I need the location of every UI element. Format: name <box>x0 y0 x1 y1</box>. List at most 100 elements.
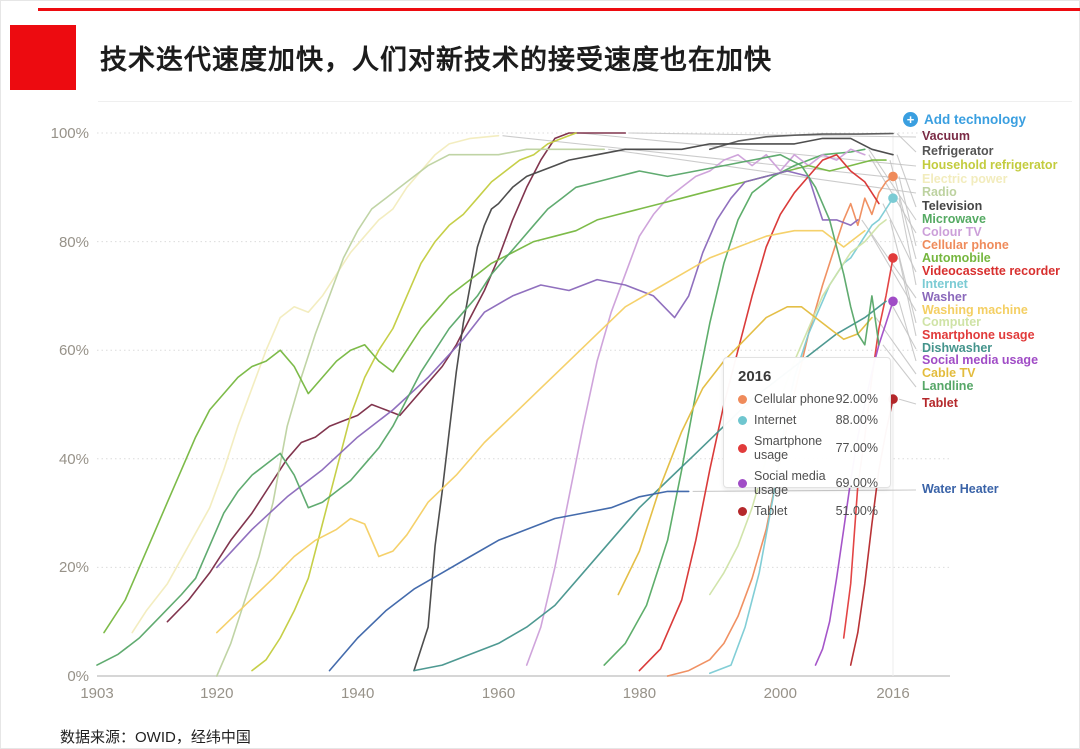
tooltip-year: 2016 <box>738 368 772 385</box>
series-household-refrigerator[interactable] <box>251 132 577 672</box>
end-dot-internet[interactable] <box>888 193 898 203</box>
legend-item-social-media-usage[interactable]: Social media usage <box>922 353 1039 367</box>
series-computer[interactable] <box>708 219 887 596</box>
legend-item-microwave[interactable]: Microwave <box>922 212 986 226</box>
tooltip-row-cellular-phone: Cellular phone 92.00% <box>738 392 878 406</box>
series-internet[interactable] <box>708 197 894 675</box>
tooltip-label: Social media usage <box>754 469 826 497</box>
series-water-heater[interactable] <box>328 490 690 672</box>
x-tick-1903: 1903 <box>80 685 114 702</box>
legend-item-computer[interactable]: Computer <box>922 315 982 329</box>
series-washing-machine[interactable] <box>216 229 866 634</box>
series-vacuum[interactable] <box>166 132 627 623</box>
x-tick-1920: 1920 <box>200 685 234 702</box>
tooltip-label: Cellular phone <box>754 392 835 406</box>
tooltip-dot-cellular-phone <box>738 394 747 404</box>
tooltip-row-smartphone-usage: Smartphone usage 77.00% <box>738 434 878 462</box>
legend-item-vacuum[interactable]: Vacuum <box>922 129 970 143</box>
series-landline[interactable] <box>96 153 880 666</box>
legend-item-electric-power[interactable]: Electric power <box>922 172 1008 186</box>
legend-item-household-refrigerator[interactable]: Household refrigerator <box>922 158 1058 172</box>
series-automobile[interactable] <box>103 159 887 634</box>
x-tick-2016: 2016 <box>876 685 910 702</box>
legend-item-tablet[interactable]: Tablet <box>922 396 958 410</box>
legend-item-washing-machine[interactable]: Washing machine <box>922 303 1028 317</box>
x-tick-2000: 2000 <box>763 685 797 702</box>
series-refrigerator[interactable] <box>708 132 894 151</box>
legend-item-automobile[interactable]: Automobile <box>922 251 991 265</box>
plus-circle-icon: + <box>903 112 918 127</box>
tooltip-dot-tablet <box>738 506 747 516</box>
leader-refrigerator <box>896 133 917 153</box>
legend-item-water-heater[interactable]: Water Heater <box>922 482 999 496</box>
tooltip-row-internet: Internet 88.00% <box>738 413 878 427</box>
leader-videocassette-recorder <box>882 203 917 273</box>
tooltip-dot-internet <box>738 415 747 425</box>
tooltip-label: Smartphone usage <box>754 434 823 462</box>
tooltip-row-tablet: Tablet 51.00% <box>738 504 878 518</box>
x-tick-1940: 1940 <box>340 685 375 702</box>
x-tick-1980: 1980 <box>622 685 657 702</box>
add-technology-button[interactable]: + Add technology <box>903 112 1026 127</box>
legend-item-cable-tv[interactable]: Cable TV <box>922 366 976 380</box>
legend-item-refrigerator[interactable]: Refrigerator <box>922 144 994 158</box>
leader-internet <box>898 198 917 286</box>
tooltip-value: 51.00% <box>835 504 878 518</box>
leader-smartphone-usage <box>898 257 917 337</box>
header-divider <box>98 101 1072 102</box>
leader-cable-tv <box>875 317 917 375</box>
end-dot-smartphone-usage[interactable] <box>888 253 898 263</box>
legend-item-dishwasher[interactable]: Dishwasher <box>922 341 993 355</box>
leader-cellular-phone <box>898 176 917 247</box>
tooltip-value: 69.00% <box>835 476 878 490</box>
legend-item-videocassette-recorder[interactable]: Videocassette recorder <box>922 264 1061 278</box>
y-tick-40: 40% <box>58 450 89 468</box>
series-electric-power[interactable] <box>131 134 500 634</box>
legend-item-smartphone-usage[interactable]: Smartphone usage <box>922 328 1035 342</box>
series-videocassette-recorder[interactable] <box>638 153 880 672</box>
y-tick-20: 20% <box>58 559 89 577</box>
leader-landline <box>882 344 917 388</box>
legend-item-washer[interactable]: Washer <box>922 290 967 304</box>
tooltip-label: Tablet <box>754 504 788 518</box>
series-cable-tv[interactable] <box>617 305 873 596</box>
end-dot-cellular-phone[interactable] <box>888 171 898 182</box>
legend-item-television[interactable]: Television <box>922 199 983 213</box>
leader-vacuum <box>629 132 917 138</box>
legend-item-cellular-phone[interactable]: Cellular phone <box>922 238 1009 252</box>
add-technology-label: Add technology <box>924 112 1026 127</box>
leader-tablet <box>898 398 917 405</box>
leader-microwave <box>868 148 917 221</box>
series-cellular-phone[interactable] <box>666 175 894 677</box>
tooltip-dot-smartphone-usage <box>738 443 747 453</box>
y-tick-0: 0% <box>67 668 89 685</box>
legend-item-colour-tv[interactable]: Colour TV <box>922 225 982 239</box>
series-radio[interactable] <box>216 148 606 677</box>
leader-household-refrigerator <box>579 132 917 167</box>
y-tick-80: 80% <box>58 233 89 251</box>
leader-electric-power <box>502 135 917 181</box>
tooltip-row-social-media-usage: Social media usage 69.00% <box>738 469 878 497</box>
series-television[interactable] <box>413 137 894 672</box>
leader-dishwasher <box>889 301 917 350</box>
top-accent-rule <box>38 8 1080 11</box>
series-washer[interactable] <box>216 170 859 569</box>
chart-tooltip: 2016 Cellular phone 92.00% Internet 88.00% S… <box>723 357 891 518</box>
logo-red-block <box>10 25 76 90</box>
legend-item-internet[interactable]: Internet <box>922 277 968 291</box>
tooltip-value: 77.00% <box>835 441 878 455</box>
tooltip-label: Internet <box>754 413 797 427</box>
page-title: 技术迭代速度加快，人们对新技术的接受速度也在加快 <box>100 45 772 75</box>
leader-radio <box>608 148 917 194</box>
tooltip-dot-social-media-usage <box>738 478 747 488</box>
legend-item-landline[interactable]: Landline <box>922 379 974 393</box>
series-microwave[interactable] <box>603 148 866 666</box>
tooltip-rows: Cellular phone 92.00% Internet 88.00% Smartp… <box>738 392 878 518</box>
leader-social-media-usage <box>898 301 917 362</box>
end-dot-social-media-usage[interactable] <box>888 296 898 307</box>
tooltip-value: 88.00% <box>835 413 878 427</box>
y-tick-60: 60% <box>58 342 89 360</box>
y-tick-100: 100% <box>50 125 89 142</box>
legend-item-radio[interactable]: Radio <box>922 185 957 199</box>
